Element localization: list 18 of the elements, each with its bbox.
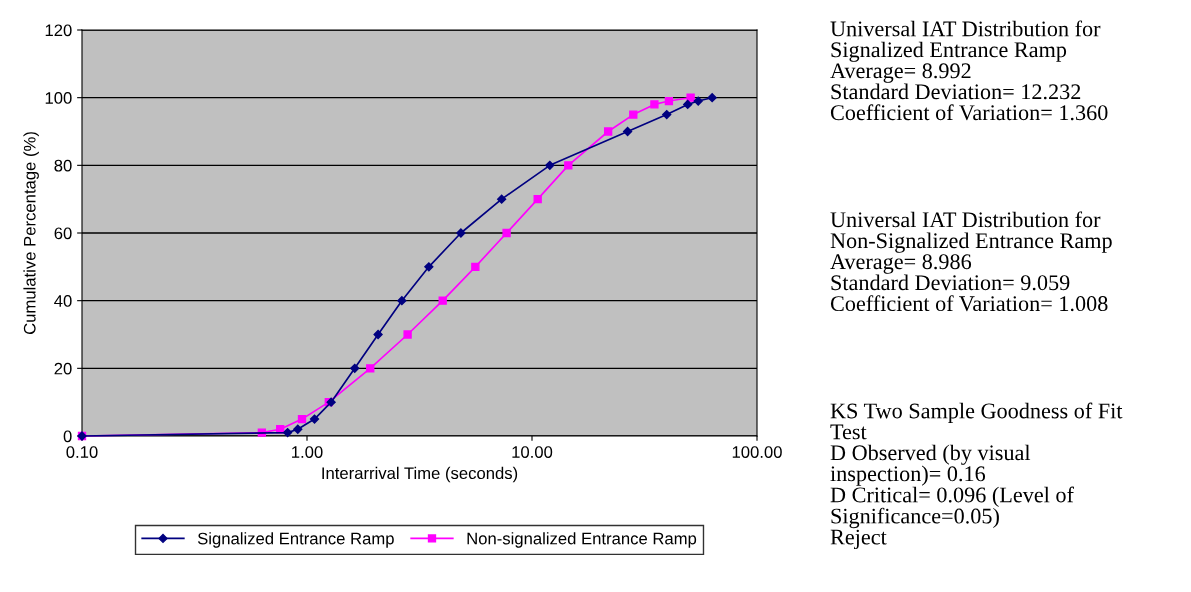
legend-label: Signalized Entrance Ramp xyxy=(197,532,394,548)
x-tick-label: 10.00 xyxy=(512,446,553,458)
y-axis-title: Cumulative Percentage (%) xyxy=(23,132,39,335)
y-tick-label: 100 xyxy=(45,92,72,104)
y-tick-label: 120 xyxy=(45,24,72,37)
text: KS Two Sample Goodness of Fit Test D Observed (by visual inspection)= 0.16 D Critical= 0.096 (Level of Significance=0.05) Reject xyxy=(830,402,1123,550)
x-tick-label: 0.10 xyxy=(66,446,98,458)
y-tick-label: 0 xyxy=(63,430,72,443)
y-tick-label: 80 xyxy=(54,159,72,172)
y-tick-label: 40 xyxy=(54,295,72,307)
x-axis-title: Interarrival Time (seconds) xyxy=(322,466,518,483)
x-tick-label: 1.00 xyxy=(292,446,323,458)
text: Universal IAT Distribution for Non-Signalized Entrance Ramp Average= 8.986 Standard Deviation= 9.059 Coefficient of Variation= 1.008 xyxy=(830,211,1112,312)
legend-label: Non-signalized Entrance Ramp xyxy=(467,532,697,548)
y-tick-label: 20 xyxy=(54,362,72,375)
x-tick-label: 100.00 xyxy=(732,446,782,458)
text: Universal IAT Distribution for Signalized Entrance Ramp Average= 8.992 Standard Deviation= 12.232 Coefficient of Variation= 1.360 xyxy=(830,20,1108,121)
y-tick-label: 60 xyxy=(54,227,72,240)
